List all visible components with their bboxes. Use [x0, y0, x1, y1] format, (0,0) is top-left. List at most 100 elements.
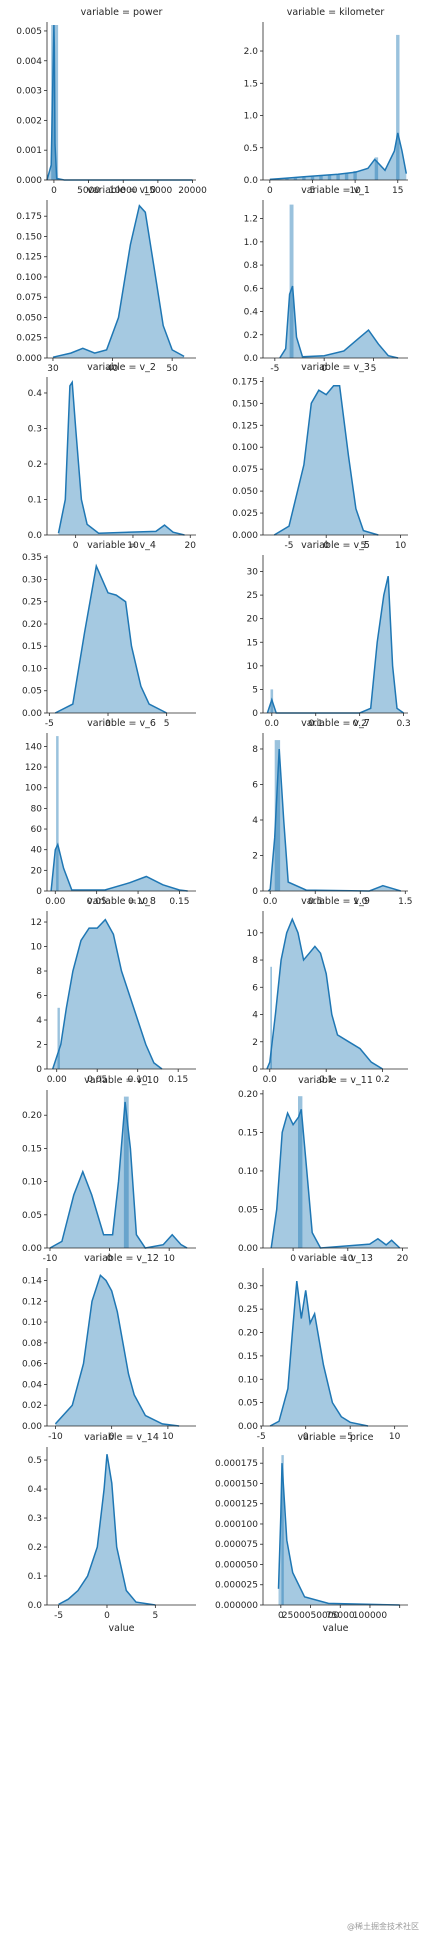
panel-v-10: variable = v_10 0.00 0.05 0.10 0.15 0.20 -10 0 1…: [22, 1075, 196, 1264]
panel-title: variable = v_9: [301, 896, 370, 907]
y-tick-label: 0.002: [16, 116, 42, 126]
y-tick-label: 0.05: [22, 1211, 42, 1221]
y-tick-label: 0.1: [28, 1572, 42, 1582]
y-tick-label: 0.004: [16, 57, 42, 67]
x-tick-label: 5: [347, 1432, 353, 1442]
y-tick-label: 6: [252, 983, 258, 993]
kde-area: [52, 919, 163, 1069]
hist-bar: [327, 174, 332, 180]
x-axis-label: value: [323, 1623, 349, 1634]
panel-v-12: variable = v_12 0.00 0.02 0.04 0.06 0.08 0.10 0…: [22, 1253, 196, 1442]
panel-title: variable = v_1: [301, 185, 370, 196]
x-tick-label: 0: [73, 541, 79, 551]
y-tick-label: 0.150: [232, 399, 258, 409]
x-tick-label: -5: [54, 1611, 63, 1621]
x-tick-label: 100000: [353, 1611, 388, 1621]
x-tick-label: 50: [166, 364, 178, 374]
panel-title: variable = v_4: [87, 540, 156, 551]
x-tick-label: 15: [392, 186, 403, 196]
y-tick-label: 0: [36, 1065, 42, 1075]
kde-area: [274, 385, 379, 535]
hist-bar: [274, 740, 281, 891]
y-tick-label: 0.15: [238, 1128, 258, 1138]
x-tick-label: 75000: [326, 1611, 355, 1621]
x-tick-label: 0.0: [265, 719, 280, 729]
y-tick-label: 0: [252, 1065, 258, 1075]
hist-bar: [319, 175, 323, 180]
kde-area: [279, 286, 399, 358]
y-tick-label: 15: [247, 638, 258, 648]
x-tick-label: 1.5: [398, 897, 412, 907]
x-tick-label: 0.1: [309, 719, 323, 729]
y-tick-label: 0.10: [238, 1375, 258, 1385]
y-tick-label: 0.00: [22, 1422, 42, 1432]
y-tick-label: 0: [252, 887, 258, 897]
hist-bar: [353, 171, 357, 180]
y-tick-label: 0.20: [22, 1111, 42, 1121]
panel-v-3: variable = v_3 0.000 0.025 0.050 0.075 0.100 0…: [232, 362, 408, 551]
kde-area: [269, 132, 407, 180]
y-tick-label: 40: [31, 846, 43, 856]
y-tick-label: 0.10: [22, 1178, 42, 1188]
panel-price: variable = price 0.000000 0.000025 0.000050…: [215, 1432, 408, 1634]
y-tick-label: 20: [31, 866, 43, 876]
panel-title: variable = v_5: [301, 540, 370, 551]
y-tick-label: 4: [252, 1011, 258, 1021]
panel-title: variable = price: [298, 1432, 374, 1443]
hist-bar: [302, 176, 306, 180]
x-tick-label: 10: [349, 186, 361, 196]
kde-area: [266, 919, 383, 1069]
y-tick-label: 2: [36, 1041, 42, 1051]
y-tick-label: 0.05: [238, 1399, 258, 1409]
hist-bar: [298, 1096, 303, 1248]
kde-area: [50, 1101, 188, 1248]
panel-title: variable = v_12: [84, 1253, 159, 1264]
y-tick-label: 0.001: [16, 146, 42, 156]
kde-area: [55, 1275, 180, 1426]
panel-v-11: variable = v_11 0.00 0.05 0.10 0.15 0.20 0 10 20: [238, 1075, 409, 1264]
y-tick-label: 0.3: [28, 424, 42, 434]
y-tick-label: 0.6: [244, 284, 259, 294]
y-tick-label: 1.0: [244, 112, 259, 122]
y-tick-label: 0.30: [22, 575, 42, 585]
kde-area: [58, 1454, 156, 1605]
y-tick-label: 0.0: [244, 354, 259, 364]
kde-line: [51, 918, 163, 1070]
hist-bar: [285, 178, 289, 180]
panel-title: variable = v_0: [87, 185, 156, 196]
y-tick-label: 0.10: [22, 1318, 42, 1328]
y-tick-label: 0.003: [16, 87, 42, 97]
kde-area: [271, 1109, 400, 1248]
x-tick-label: 0.2: [353, 719, 367, 729]
y-tick-label: 0.0: [28, 531, 43, 541]
hist-bar: [336, 174, 340, 180]
hist-bar: [344, 173, 349, 180]
y-tick-label: 0.075: [232, 465, 258, 475]
y-tick-label: 0.5: [28, 1456, 42, 1466]
x-tick-label: 10: [395, 541, 407, 551]
y-tick-label: 0.00: [238, 1244, 258, 1254]
y-tick-label: 0.000: [16, 176, 42, 186]
x-tick-label: 0: [278, 1611, 284, 1621]
y-tick-label: 0.5: [244, 144, 258, 154]
x-tick-label: 15000: [144, 186, 173, 196]
y-tick-label: 0.4: [244, 308, 259, 318]
kde-line: [49, 1101, 188, 1249]
kde-area: [267, 576, 404, 713]
x-tick-label: 20000: [178, 186, 207, 196]
y-tick-label: 0.20: [22, 620, 42, 630]
x-tick-label: 5: [164, 719, 170, 729]
y-tick-label: 0.14: [22, 1276, 42, 1286]
panel-title: variable = v_10: [84, 1075, 159, 1086]
hist-bar: [310, 176, 315, 180]
kde-area: [55, 566, 167, 713]
y-tick-label: 0.050: [16, 313, 42, 323]
panel-v-8: variable = v_8 0 2 4 6 8 10 12 0.00 0.05 0.10 0.15: [31, 896, 196, 1085]
y-tick-label: 0.0: [244, 176, 259, 186]
kde-line: [58, 1454, 156, 1606]
y-tick-label: 1.5: [244, 79, 258, 89]
x-tick-label: 0.05: [87, 1075, 107, 1085]
hist-bar: [281, 1455, 284, 1605]
y-tick-label: 0.175: [16, 212, 42, 222]
